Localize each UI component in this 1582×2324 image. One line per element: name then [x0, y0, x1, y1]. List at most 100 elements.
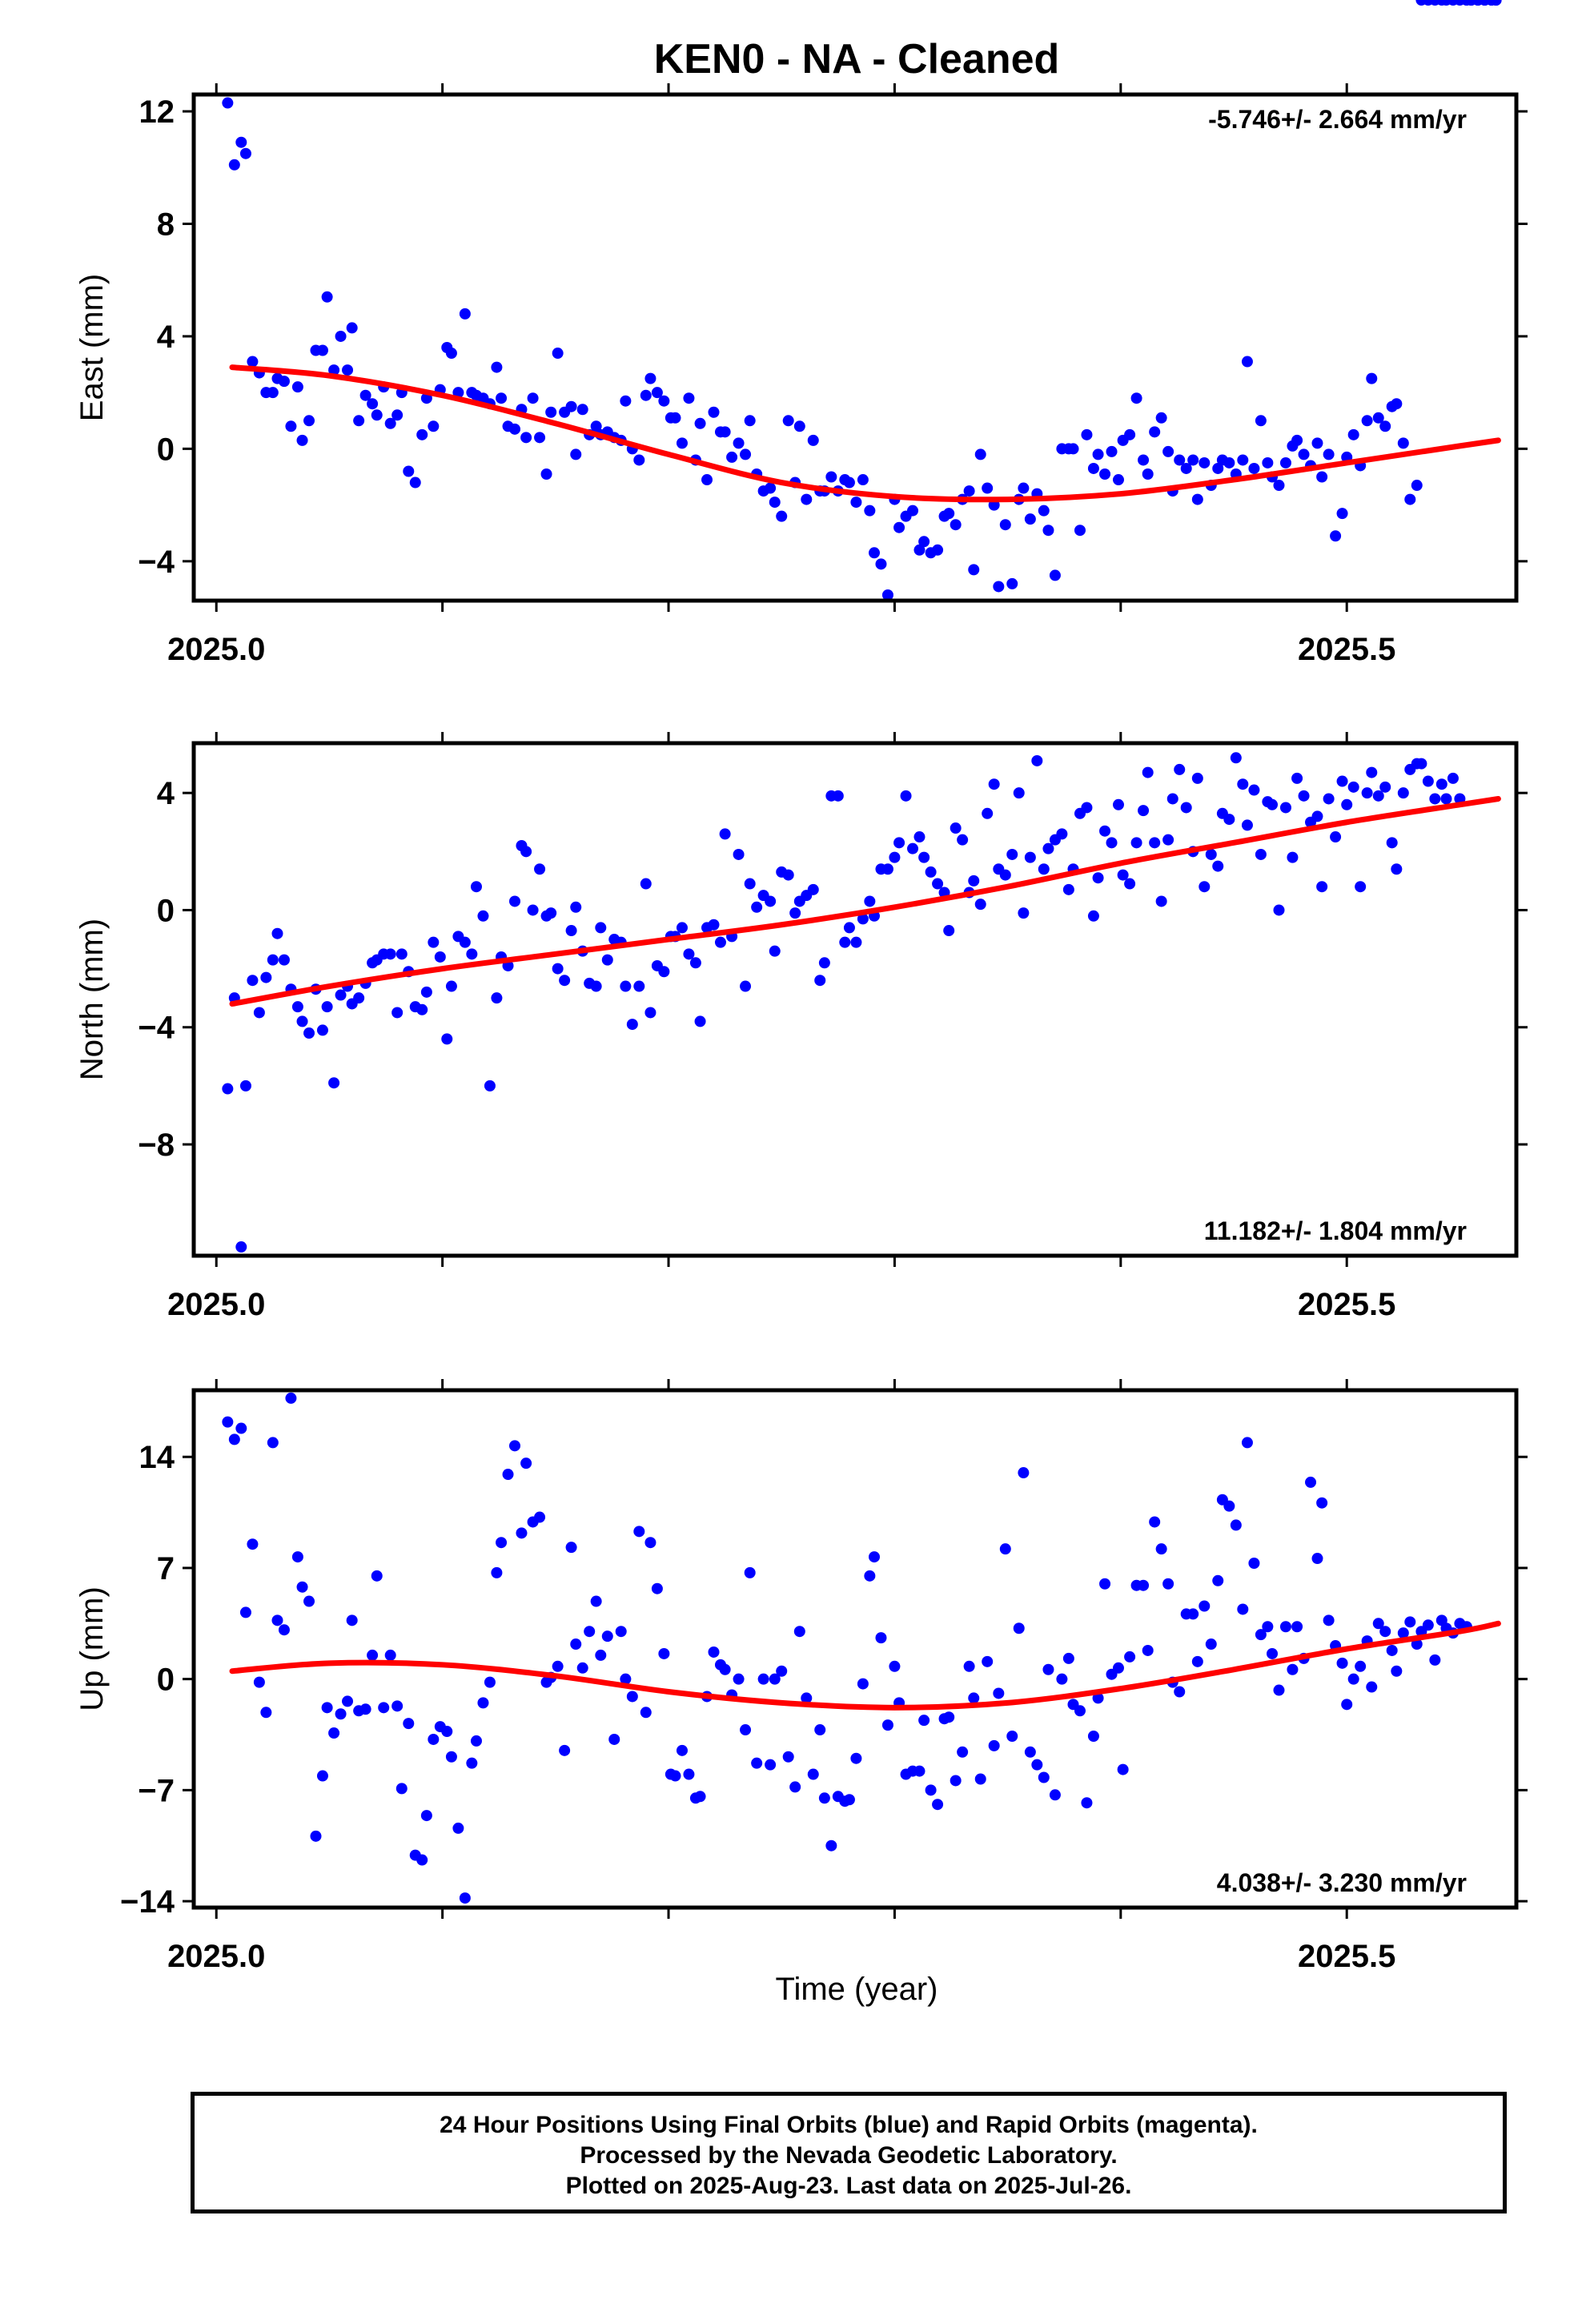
data-point — [384, 948, 396, 960]
data-point — [1018, 907, 1030, 919]
data-point — [559, 975, 571, 987]
data-point — [595, 922, 607, 934]
data-point — [1391, 863, 1403, 875]
data-point — [239, 1606, 251, 1618]
data-point — [1049, 569, 1061, 581]
data-point — [253, 1007, 265, 1019]
data-point — [409, 476, 421, 489]
data-point — [296, 1015, 308, 1027]
footer-box: 24 Hour Positions Using Final Orbits (bl… — [191, 2092, 1507, 2213]
axis-frame — [191, 741, 1519, 1258]
data-point — [733, 1673, 745, 1685]
data-point — [1024, 1746, 1036, 1758]
data-point — [508, 1440, 520, 1452]
fit-curve — [229, 1620, 1501, 1711]
y-tick-label: 4 — [157, 776, 175, 811]
data-point — [1074, 525, 1086, 537]
data-point — [881, 1719, 893, 1731]
data-point — [999, 869, 1011, 881]
data-point — [769, 497, 781, 509]
data-point — [466, 948, 478, 960]
data-point — [864, 895, 876, 907]
data-point — [1391, 398, 1403, 410]
data-point — [943, 1711, 955, 1723]
data-point — [1237, 778, 1249, 790]
rate-label: -5.746+/- 2.664 mm/yr — [1208, 105, 1467, 134]
axis-frame — [191, 1388, 1519, 1910]
data-point — [1081, 428, 1093, 440]
data-point — [428, 936, 440, 948]
data-point — [1255, 415, 1267, 427]
data-point — [957, 1746, 969, 1758]
data-point — [1323, 1614, 1335, 1626]
data-point — [576, 1662, 588, 1674]
data-point — [459, 308, 471, 320]
data-point — [235, 136, 247, 148]
data-point — [714, 936, 726, 948]
data-point — [1199, 456, 1211, 468]
data-point — [950, 519, 962, 531]
data-point — [1230, 752, 1242, 764]
data-point — [676, 437, 688, 449]
data-point — [1311, 1553, 1323, 1565]
data-point — [818, 1792, 830, 1804]
data-point — [1087, 910, 1099, 922]
data-point — [943, 925, 955, 937]
data-point — [889, 851, 901, 863]
data-point — [1155, 412, 1167, 424]
data-point — [1092, 872, 1104, 884]
data-point — [470, 881, 482, 893]
data-point — [1223, 456, 1235, 468]
data-point — [235, 1241, 247, 1253]
data-point — [1212, 1574, 1224, 1586]
panel-north: 4 0 −4 −8 2025.0 2025.5 North (mm) 11.182+/- 1.… — [74, 0, 1528, 1322]
data-point — [1287, 1663, 1299, 1675]
data-point — [832, 790, 844, 802]
data-point — [267, 387, 279, 399]
data-point — [222, 1083, 234, 1095]
data-point — [559, 1744, 571, 1756]
data-point — [590, 1595, 602, 1607]
data-point — [1397, 1627, 1409, 1639]
data-point — [1013, 787, 1025, 799]
data-point — [1316, 881, 1328, 893]
data-point — [950, 1775, 962, 1787]
data-point — [943, 508, 955, 520]
data-point — [857, 913, 869, 925]
data-point — [378, 1702, 390, 1714]
data-point — [1241, 1437, 1253, 1449]
data-point — [1422, 775, 1434, 787]
data-point — [1411, 1638, 1423, 1651]
data-point — [1397, 437, 1409, 449]
data-point — [459, 1892, 471, 1904]
data-point — [640, 1707, 652, 1719]
data-point — [669, 1770, 681, 1782]
data-point — [843, 476, 855, 489]
data-point — [644, 372, 656, 384]
data-point — [359, 1703, 371, 1715]
data-point — [420, 986, 432, 998]
data-point — [1237, 454, 1249, 466]
data-point — [1031, 754, 1043, 766]
data-point — [316, 1024, 328, 1036]
data-point — [1042, 842, 1054, 854]
data-point — [694, 417, 706, 429]
data-point — [285, 1392, 297, 1404]
data-point — [1347, 781, 1359, 793]
data-point — [683, 948, 695, 960]
data-point — [228, 159, 240, 171]
data-point — [384, 417, 396, 429]
data-point — [1174, 763, 1186, 775]
data-point — [235, 1422, 247, 1434]
data-point — [328, 1077, 340, 1089]
data-point — [1187, 454, 1199, 466]
data-point — [644, 1007, 656, 1019]
data-point — [1138, 1579, 1150, 1591]
data-point — [918, 536, 930, 548]
data-point — [396, 948, 408, 960]
data-point — [1191, 493, 1203, 505]
data-point — [708, 919, 720, 931]
data-point — [452, 387, 464, 399]
data-point — [669, 412, 681, 424]
data-point — [1355, 881, 1367, 893]
